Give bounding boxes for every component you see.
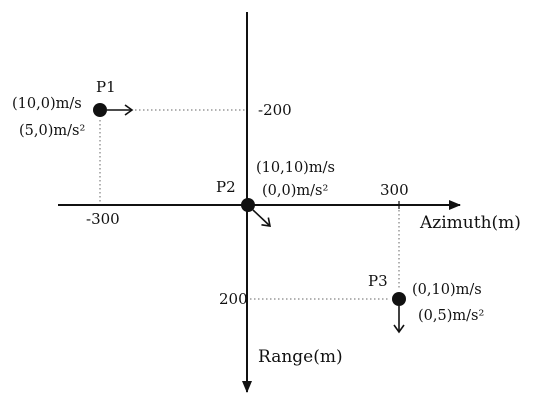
p3-marker <box>392 292 406 306</box>
p3-acceleration-text: (0,5)m/s² <box>418 308 484 324</box>
p1-acceleration-text: (5,0)m/s² <box>19 123 85 139</box>
tick-label-x-pos: 300 <box>380 181 409 199</box>
p1-marker <box>93 103 107 117</box>
range-axis-label: Range(m) <box>258 347 343 367</box>
p1-velocity-text: (10,0)m/s <box>12 96 82 112</box>
p2-acceleration-text: (0,0)m/s² <box>262 183 328 199</box>
p2-label: P2 <box>216 178 236 196</box>
tick-label-y-neg: -200 <box>258 101 292 119</box>
p3-velocity-text: (0,10)m/s <box>412 282 482 298</box>
azimuth-axis-label: Azimuth(m) <box>419 213 521 233</box>
tick-label-x-neg: -300 <box>86 210 120 228</box>
tick-label-y-pos: 200 <box>219 290 248 308</box>
guide-lines <box>99 109 400 300</box>
p3-label: P3 <box>368 272 388 290</box>
p2-velocity-text: (10,10)m/s <box>256 160 335 176</box>
p2-velocity-arrow-icon <box>252 209 272 227</box>
p2-marker <box>241 198 255 212</box>
p1-label: P1 <box>96 78 116 96</box>
